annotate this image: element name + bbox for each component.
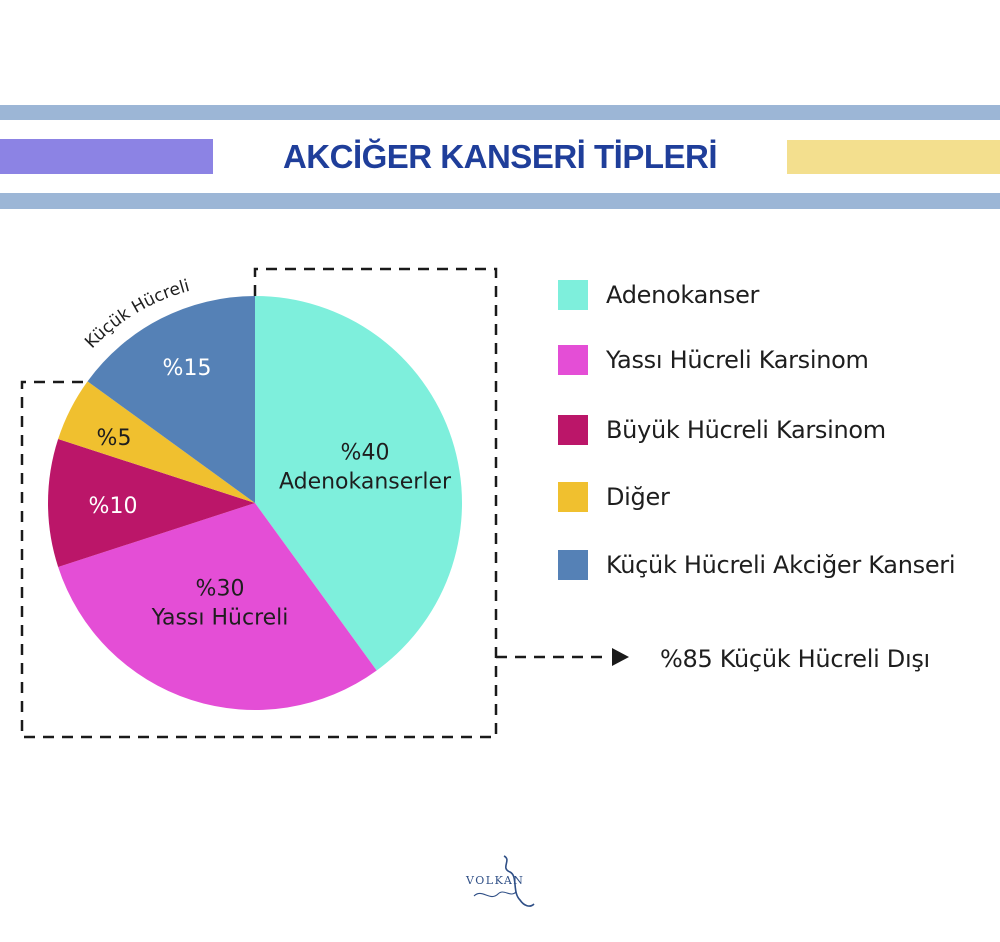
pie-slice-small-cell (87, 296, 256, 503)
doctor-signature-logo-icon (473, 855, 535, 907)
legend-swatch (558, 415, 588, 445)
legend-item-adenocarcinoma: Adenokanser (558, 278, 759, 312)
header-accent-left (0, 139, 213, 174)
header-band-bottom (0, 193, 1000, 209)
legend-label: Yassı Hücreli Karsinom (606, 346, 869, 374)
header-accent-right (787, 140, 1000, 174)
pie-slice-large-cell (48, 439, 256, 567)
non-small-cell-bracket (20, 267, 498, 739)
legend-swatch (558, 482, 588, 512)
pie-slices (48, 296, 462, 710)
legend-item-large-cell: Büyük Hücreli Karsinom (558, 413, 886, 447)
pie-slice-adenocarcinoma (255, 296, 462, 671)
pie-slice-other (58, 381, 255, 503)
slice-label-large-cell: %10 (89, 494, 138, 519)
pie-slice-squamous (58, 503, 377, 710)
legend-swatch (558, 280, 588, 310)
slice-label-adenocarcinoma: %40 (341, 441, 390, 466)
header-band-top (0, 105, 1000, 120)
legend-label: Adenokanser (606, 281, 760, 309)
legend-label: Küçük Hücreli Akciğer Kanseri (606, 551, 956, 579)
legend-item-small-cell: Küçük Hücreli Akciğer Kanseri (558, 548, 956, 582)
logo-text: VOLKAN (466, 874, 525, 887)
legend-swatch (558, 550, 588, 580)
non-small-cell-summary: %85 Küçük Hücreli Dışı (660, 645, 930, 673)
slice-label-other: %5 (97, 426, 132, 451)
chart-title: AKCİĞER KANSERİ TİPLERİ (282, 138, 718, 175)
pie-slice-labels: %40 Adenokanserler %30 Yassı Hücreli %10 %5 %1… (89, 356, 452, 631)
slice-label-squamous: Yassı Hücreli (151, 606, 289, 631)
legend-label: Büyük Hücreli Karsinom (606, 416, 886, 444)
slice-label-adenocarcinoma: Adenokanserler (279, 470, 452, 495)
slice-label-squamous: %30 (196, 577, 245, 602)
legend-swatch (558, 345, 588, 375)
legend-label: Diğer (606, 483, 670, 511)
slice-label-small-cell: %15 (163, 356, 212, 381)
bracket-arrow-head (612, 648, 629, 666)
legend-item-other: Diğer (558, 480, 670, 514)
legend-item-squamous: Yassı Hücreli Karsinom (558, 343, 869, 377)
logo: VOLKAN (460, 852, 540, 912)
